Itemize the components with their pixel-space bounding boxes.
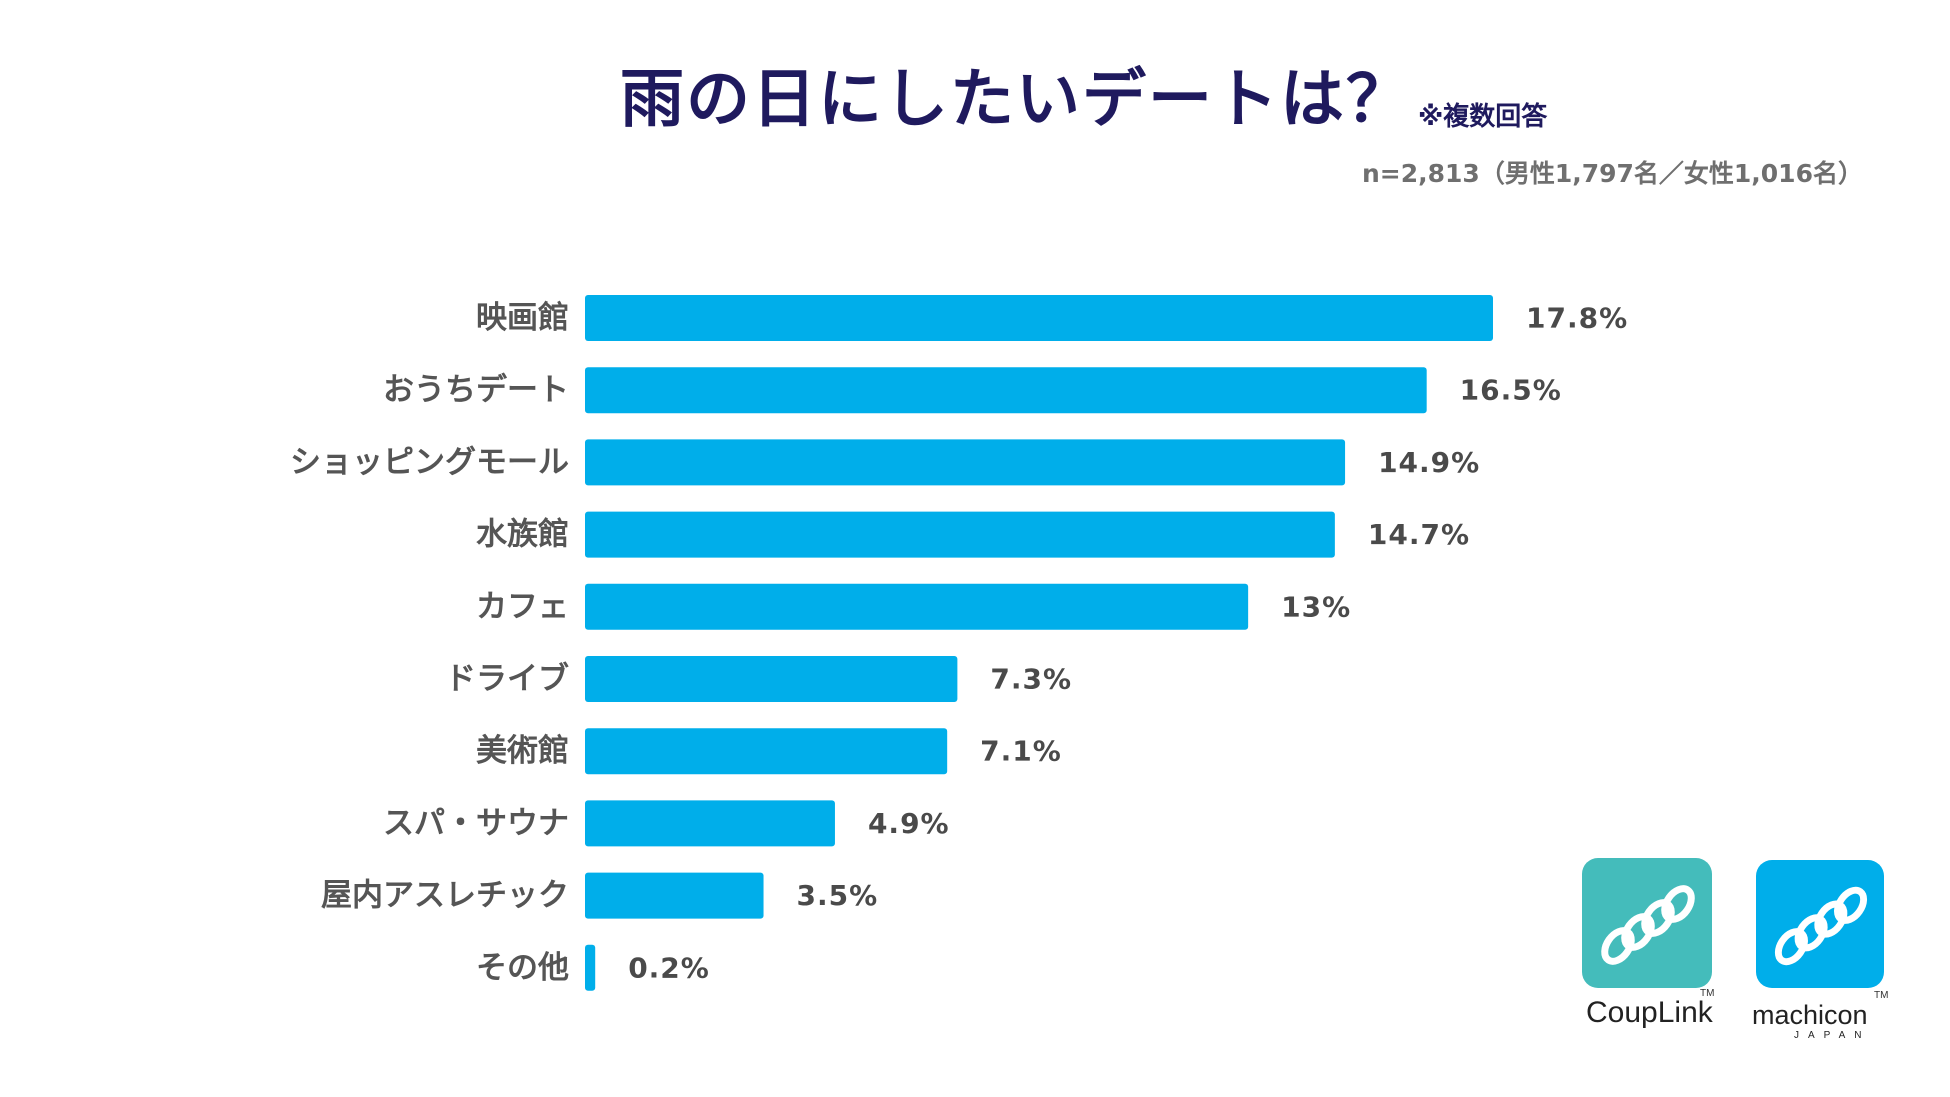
value-label: 17.8% [1526, 302, 1628, 335]
bar-5 [585, 656, 958, 702]
value-label: 0.2% [628, 951, 710, 984]
category-label: カフェ [476, 589, 569, 625]
category-label: 屋内アスレチック [321, 878, 569, 914]
bar-1 [585, 367, 1427, 414]
machicon-tm: TM [1874, 990, 1889, 1001]
multiple-answer-note: ※複数回答 [1418, 102, 1548, 132]
value-label: 14.7% [1368, 518, 1470, 551]
couplink-tm: TM [1700, 988, 1715, 999]
spring-icon [1601, 885, 1695, 965]
couplink-logo: TM CoupLink [1582, 858, 1722, 1038]
bar-2 [585, 439, 1346, 486]
value-label: 3.5% [797, 879, 879, 912]
machicon-logo-mark [1756, 860, 1884, 988]
spring-icon [1774, 886, 1868, 966]
couplink-wordmark: CoupLink [1586, 996, 1713, 1029]
chart-title: 雨の日にしたいデートは？ [620, 63, 1412, 137]
couplink-logo-mark [1582, 858, 1712, 988]
bar-7 [585, 800, 835, 847]
bar-9 [585, 944, 596, 991]
bar-3 [585, 511, 1335, 558]
value-label: 14.9% [1378, 446, 1480, 479]
value-label: 7.3% [990, 663, 1072, 696]
machicon-sub-wordmark: JAPAN [1794, 1030, 1871, 1041]
category-label: その他 [476, 950, 569, 986]
category-label: おうちデート [383, 372, 569, 408]
machicon-wordmark: machicon [1752, 1000, 1868, 1030]
bar-4 [585, 583, 1249, 630]
category-label: スパ・サウナ [383, 805, 569, 841]
value-label: 4.9% [868, 807, 950, 840]
bar-8 [585, 872, 764, 919]
value-label: 16.5% [1460, 374, 1562, 407]
bar-0 [585, 295, 1493, 341]
bar-6 [585, 728, 948, 775]
sample-size-note: n=2,813（男性1,797名／女性1,016名） [1362, 159, 1863, 188]
value-label: 7.1% [980, 735, 1062, 768]
value-label: 13% [1281, 590, 1351, 623]
machicon-logo: TM machicon JAPAN [1752, 860, 1902, 1041]
category-label: 映画館 [476, 300, 569, 336]
category-label: ドライブ [445, 661, 569, 697]
category-label: 美術館 [476, 733, 569, 769]
category-label: 水族館 [476, 517, 569, 553]
category-label: ショッピングモール [290, 444, 569, 480]
